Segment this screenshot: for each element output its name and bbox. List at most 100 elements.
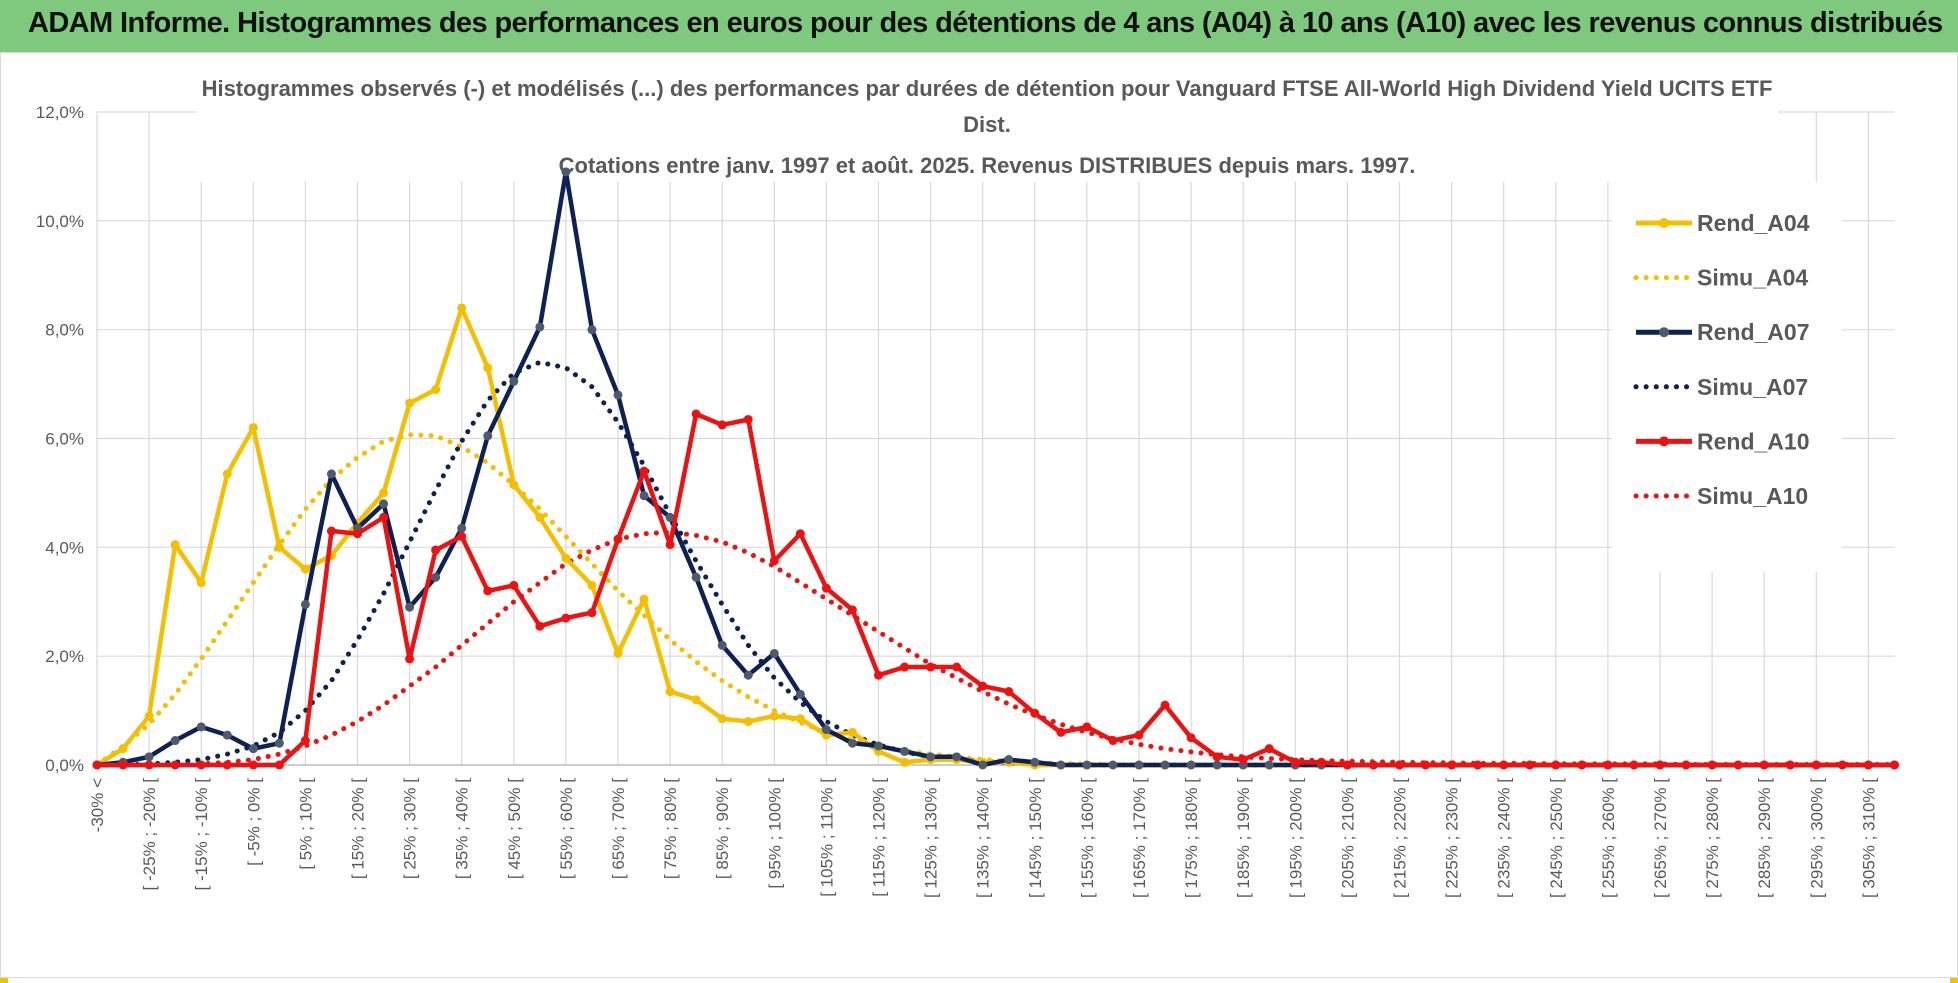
data-point — [170, 736, 180, 746]
data-point — [1681, 760, 1691, 770]
x-tick-label: [ 285% ; 290% [ — [1755, 778, 1774, 898]
x-tick-label: [ 275% ; 280% [ — [1703, 778, 1722, 898]
x-tick-label: [ 235% ; 240% [ — [1495, 778, 1514, 898]
data-point — [431, 572, 441, 582]
data-point — [1837, 760, 1847, 770]
data-point — [196, 578, 206, 588]
data-point — [769, 648, 779, 658]
data-point — [613, 534, 623, 544]
data-point — [1655, 760, 1665, 770]
data-point — [1004, 755, 1014, 765]
data-point — [795, 529, 805, 539]
x-tick-label: [ 55% ; 60% [ — [557, 778, 576, 879]
data-point — [431, 385, 441, 395]
legend: Rend_A04 Simu_A04 Rend_A07 Simu_A07 Rend_A10… — [1612, 182, 1842, 572]
x-tick-label: [ 85% ; 90% [ — [713, 778, 732, 879]
y-axis-ticks: 0,0% 2,0% 4,0% 6,0% 8,0% 10,0% 12,0% — [36, 103, 84, 775]
data-point — [144, 711, 154, 721]
data-point — [1421, 760, 1431, 770]
legend-label-simu_a10: Simu_A10 — [1697, 483, 1808, 509]
x-tick-label: [ 15% ; 20% [ — [349, 778, 368, 879]
data-point — [691, 572, 701, 582]
data-point — [1447, 760, 1457, 770]
data-point — [535, 322, 545, 332]
x-tick-label: [ 225% ; 230% [ — [1443, 778, 1462, 898]
performance-histogram-chart: 0,0% 2,0% 4,0% 6,0% 8,0% 10,0% 12,0% -30% < [ -… — [0, 52, 1958, 978]
series-line-simu_a07 — [94, 359, 1897, 768]
data-point — [795, 689, 805, 699]
data-point — [1525, 760, 1535, 770]
data-point — [978, 760, 988, 770]
data-point — [1603, 760, 1613, 770]
data-point — [1577, 760, 1587, 770]
legend-background — [1612, 182, 1842, 572]
data-point — [457, 303, 467, 313]
data-point — [1160, 700, 1170, 710]
legend-label-simu_a04: Simu_A04 — [1697, 265, 1808, 291]
data-point — [561, 613, 571, 623]
data-point — [821, 583, 831, 593]
chart-title: Histogrammes observés (-) et modélisés (… — [195, 72, 1779, 182]
y-tick-label: 8,0% — [45, 321, 84, 340]
data-point — [222, 760, 232, 770]
data-point — [847, 738, 857, 748]
data-point — [535, 621, 545, 631]
report-banner: ADAM Informe. Histogrammes des performan… — [0, 0, 1958, 52]
data-point — [196, 760, 206, 770]
data-point — [326, 469, 336, 479]
x-tick-label: [ 255% ; 260% [ — [1599, 778, 1618, 898]
data-point — [222, 730, 232, 740]
chart-title-line-2: Dist. — [963, 112, 1011, 137]
y-tick-label: 10,0% — [36, 212, 84, 231]
data-point — [1499, 760, 1509, 770]
data-point — [274, 760, 284, 770]
data-point — [1082, 760, 1092, 770]
data-point — [1264, 744, 1274, 754]
data-point — [665, 687, 675, 697]
data-point — [1707, 760, 1717, 770]
data-point — [1264, 760, 1274, 770]
legend-label-rend_a04: Rend_A04 — [1697, 210, 1810, 236]
data-point — [300, 599, 310, 609]
x-tick-label: [ 165% ; 170% [ — [1130, 778, 1149, 898]
data-point — [405, 398, 415, 408]
data-point — [248, 744, 258, 754]
data-point — [1082, 722, 1092, 732]
legend-marker — [1659, 327, 1669, 338]
data-point — [926, 662, 936, 672]
x-tick-label: [ 35% ; 40% [ — [453, 778, 472, 879]
data-point — [847, 605, 857, 615]
data-point — [926, 752, 936, 762]
x-tick-label: [ 75% ; 80% [ — [661, 778, 680, 879]
data-point — [1056, 727, 1066, 737]
x-tick-label: -30% < — [88, 778, 107, 832]
x-tick-label: [ 105% ; 110% [ — [817, 778, 836, 897]
data-point — [874, 741, 883, 751]
data-point — [379, 512, 389, 522]
data-point — [743, 716, 753, 726]
data-point — [509, 376, 519, 386]
data-point — [483, 431, 493, 441]
x-axis-ticks: -30% < [ -25% ; -20% [[ -15% ; -10% [[ -5… — [88, 778, 1878, 898]
data-point — [952, 752, 962, 762]
data-point — [1238, 755, 1248, 765]
data-point — [118, 760, 128, 770]
data-point — [509, 480, 519, 490]
data-point — [587, 608, 597, 618]
legend-label-simu_a07: Simu_A07 — [1697, 374, 1808, 400]
data-point — [665, 540, 675, 550]
data-point — [952, 662, 962, 672]
x-tick-label: [ 175% ; 180% [ — [1182, 778, 1201, 898]
data-point — [1030, 708, 1040, 718]
data-point — [795, 714, 805, 724]
data-point — [1551, 760, 1561, 770]
x-tick-label: [ 145% ; 150% [ — [1026, 778, 1045, 898]
data-point — [196, 722, 206, 732]
data-point — [1629, 760, 1639, 770]
data-point — [483, 363, 493, 373]
data-point — [665, 512, 675, 522]
data-point — [1160, 760, 1170, 770]
corner-marker-bottom-left — [0, 975, 8, 983]
data-point — [405, 654, 415, 664]
data-point — [717, 420, 727, 430]
